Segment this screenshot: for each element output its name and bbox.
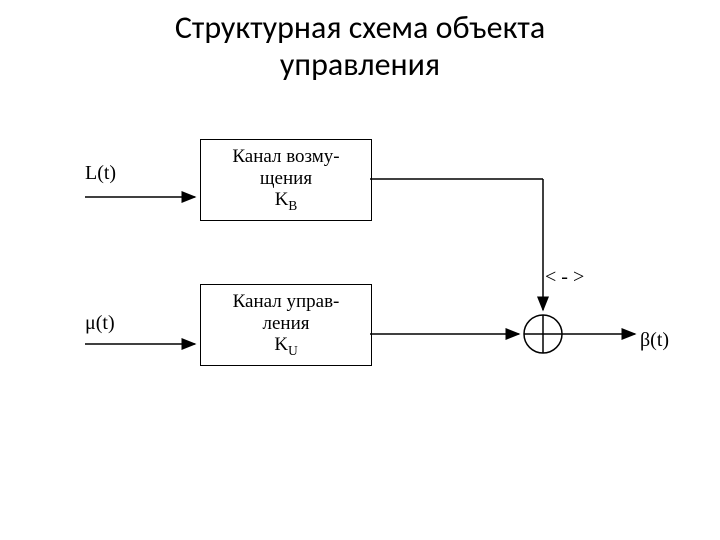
input-L-label: L(t): [85, 162, 116, 185]
block-disturb-sym: KВ: [201, 189, 371, 213]
block-disturbance: Канал возму- щения KВ: [200, 139, 372, 221]
output-beta-label: β(t): [640, 329, 669, 352]
input-mu-label: μ(t): [85, 312, 115, 335]
block-control: Канал управ- ления KU: [200, 284, 372, 366]
title-line2: управления: [280, 45, 440, 84]
sum-sign-label: < - >: [545, 266, 584, 289]
title-line1: Структурная схема объекта: [175, 8, 545, 47]
block-control-line1: Канал управ-: [201, 291, 371, 313]
block-control-line2: ления: [201, 313, 371, 335]
diagram-canvas: L(t) μ(t) β(t) < - > Канал возму- щения …: [0, 84, 720, 524]
block-control-sym: KU: [201, 334, 371, 358]
block-disturb-line2: щения: [201, 168, 371, 190]
block-disturb-line1: Канал возму-: [201, 146, 371, 168]
